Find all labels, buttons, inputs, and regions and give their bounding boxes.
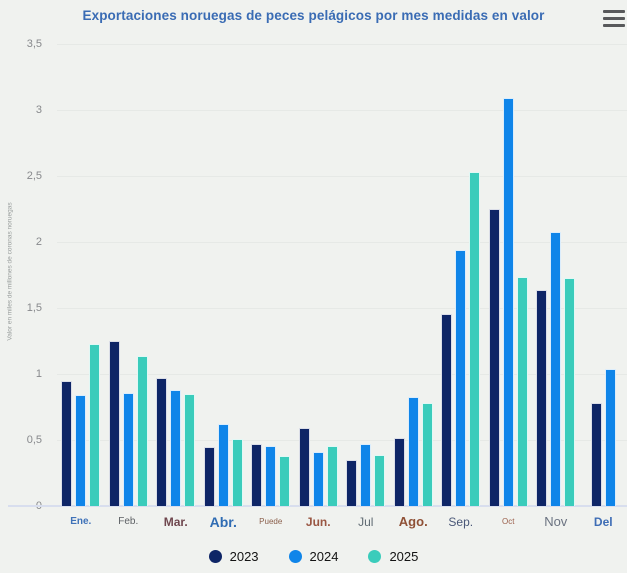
bar-2025-Jul[interactable] xyxy=(374,454,386,506)
chart-title: Exportaciones noruegas de peces pelágico… xyxy=(82,8,545,23)
gridline xyxy=(57,440,627,441)
y-tick-label: 1,5 xyxy=(26,302,42,314)
bar-2023-Oct[interactable] xyxy=(488,209,500,506)
bar-2023-Abr[interactable] xyxy=(203,446,215,506)
bar-2023-Jul[interactable] xyxy=(346,460,358,506)
bar-2024-Puede[interactable] xyxy=(265,445,277,506)
bar-group-Ene xyxy=(57,44,105,506)
bar-2024-Feb[interactable] xyxy=(122,392,134,506)
y-tick-label: 1 xyxy=(35,368,42,380)
x-tick-label-Ene: Ene. xyxy=(70,516,92,527)
bar-group-Puede xyxy=(247,44,295,506)
legend-dot-2025 xyxy=(368,549,382,563)
legend-dot-2023 xyxy=(208,549,222,563)
bar-2025-Feb[interactable] xyxy=(136,355,148,506)
y-axis-title: Valor en miles de millones de coronas no… xyxy=(6,202,14,341)
legend-item-2023[interactable]: 2023 xyxy=(208,548,259,564)
bar-2023-Del[interactable] xyxy=(590,403,602,506)
hamburger-bar xyxy=(603,23,625,27)
bar-2024-Nov[interactable] xyxy=(550,231,562,506)
bar-2025-Abr[interactable] xyxy=(231,439,243,506)
x-tick-label-Sep: Sep. xyxy=(448,515,474,529)
bar-2024-Abr[interactable] xyxy=(217,424,229,506)
bar-group-Abr xyxy=(200,44,248,506)
gridline xyxy=(57,176,627,177)
x-tick-label-Jul: Jul xyxy=(358,515,374,529)
x-tick-label-Puede: Puede xyxy=(259,517,283,526)
y-tick-label: 3 xyxy=(35,104,42,116)
bar-group-Jul xyxy=(342,44,390,506)
gridline xyxy=(57,242,627,243)
legend-label-2024: 2024 xyxy=(309,548,339,564)
x-tick-label-Del: Del xyxy=(593,515,613,529)
x-tick-label-Abr: Abr. xyxy=(209,514,237,530)
hamburger-menu-icon[interactable] xyxy=(603,10,625,27)
bar-2024-Mar[interactable] xyxy=(170,390,182,506)
bar-2024-Oct[interactable] xyxy=(502,98,514,506)
bar-2023-Puede[interactable] xyxy=(251,444,263,506)
legend-dot-2024 xyxy=(288,549,302,563)
bar-group-Mar xyxy=(152,44,200,506)
bar-group-Ago xyxy=(390,44,438,506)
x-tick-label-Mar: Mar. xyxy=(163,515,188,529)
y-tick-label: 2 xyxy=(35,236,42,248)
legend: 2023 2024 2025 xyxy=(0,543,627,569)
legend-label-2023: 2023 xyxy=(229,548,259,564)
bar-2023-Ago[interactable] xyxy=(393,437,405,506)
gridline xyxy=(57,44,627,45)
bar-2025-Mar[interactable] xyxy=(184,394,196,506)
x-axis-line xyxy=(8,505,627,507)
y-tick-label: 2,5 xyxy=(26,170,42,182)
bar-2024-Del[interactable] xyxy=(604,369,616,506)
y-tick-label: 0,5 xyxy=(26,434,42,446)
bar-group-Oct xyxy=(485,44,533,506)
bar-2024-Jun[interactable] xyxy=(312,452,324,506)
bar-2025-Ago[interactable] xyxy=(421,403,433,506)
plot-area xyxy=(57,44,627,506)
legend-item-2025[interactable]: 2025 xyxy=(368,549,418,564)
x-tick-label-Nov: Nov xyxy=(544,514,568,529)
bar-group-Jun xyxy=(295,44,343,506)
bar-2023-Jun[interactable] xyxy=(298,428,310,506)
hamburger-bar xyxy=(603,10,625,14)
bar-group-Feb xyxy=(105,44,153,506)
bar-2023-Nov[interactable] xyxy=(536,289,548,506)
bar-2025-Ene[interactable] xyxy=(89,343,101,506)
bar-group-Sep xyxy=(437,44,485,506)
x-tick-label-Ago: Ago. xyxy=(398,514,428,529)
bar-2023-Mar[interactable] xyxy=(156,378,168,506)
legend-label-2025: 2025 xyxy=(389,548,419,564)
y-tick-label: 3,5 xyxy=(26,38,42,50)
bar-2025-Nov[interactable] xyxy=(564,277,576,506)
gridline xyxy=(57,308,627,309)
bar-group-Nov xyxy=(532,44,580,506)
hamburger-bar xyxy=(603,16,625,21)
bar-2023-Ene[interactable] xyxy=(61,380,73,506)
x-tick-label-Jun: Jun. xyxy=(305,515,331,529)
bar-2025-Puede[interactable] xyxy=(279,456,291,506)
bar-2024-Jul[interactable] xyxy=(360,444,372,506)
bar-2023-Sep[interactable] xyxy=(441,313,453,506)
gridline xyxy=(57,374,627,375)
legend-item-2024[interactable]: 2024 xyxy=(288,548,339,564)
bar-2025-Sep[interactable] xyxy=(469,172,481,506)
x-tick-label-Oct: Oct xyxy=(502,517,515,526)
bar-2023-Feb[interactable] xyxy=(108,341,120,506)
bar-2024-Ago[interactable] xyxy=(407,396,419,506)
x-axis-tick-labels: Ene. Feb. Mar. Abr. Puede Jun. Jul Ago. Sep. Oct N… xyxy=(57,511,627,537)
x-tick-label-Feb: Feb. xyxy=(118,516,139,527)
bar-2025-Jun[interactable] xyxy=(326,445,338,506)
bar-2024-Ene[interactable] xyxy=(75,395,87,506)
gridline xyxy=(57,110,627,111)
bar-2024-Sep[interactable] xyxy=(455,250,467,506)
bar-2025-Oct[interactable] xyxy=(516,276,528,506)
bar-group-Del xyxy=(580,44,627,506)
